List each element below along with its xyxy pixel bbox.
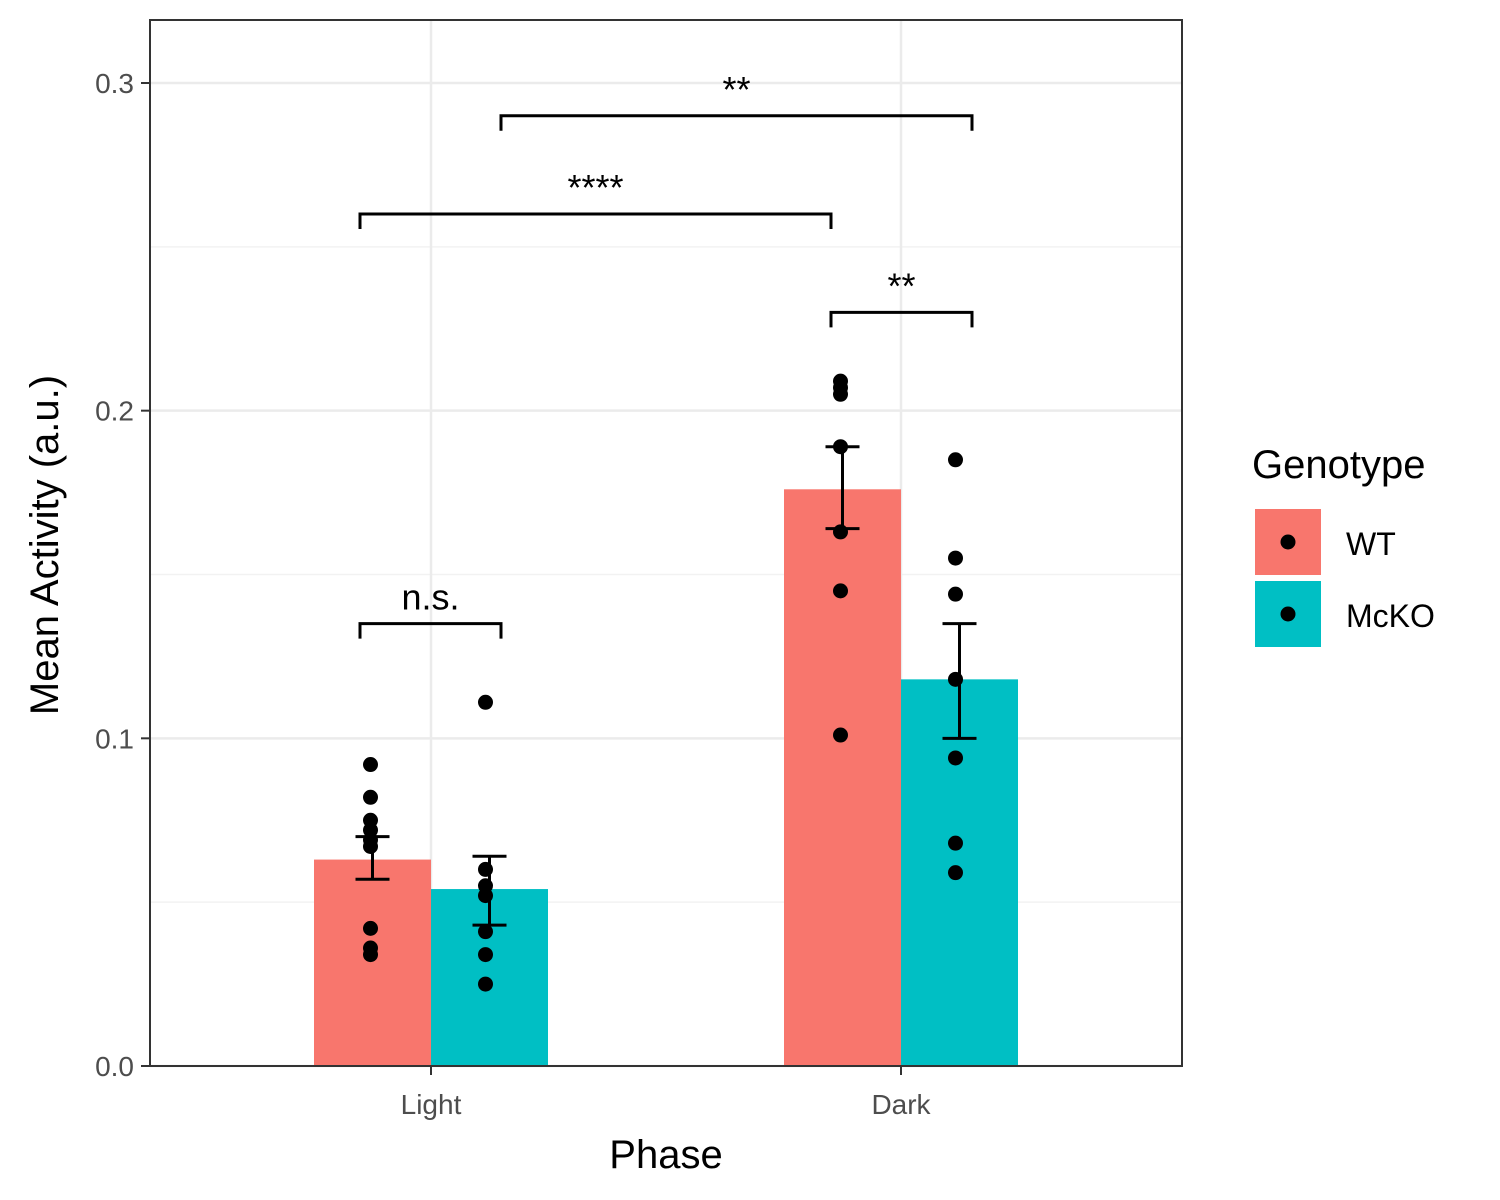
legend-title: Genotype bbox=[1252, 443, 1425, 487]
data-point bbox=[478, 947, 493, 963]
x-axis-title: Phase bbox=[609, 1133, 722, 1177]
y-axis: 0.0 0.1 0.2 0.3 bbox=[95, 68, 150, 1082]
legend-items: WT McKO bbox=[1255, 509, 1435, 647]
x-tick-label: Light bbox=[401, 1089, 462, 1120]
data-point bbox=[948, 586, 963, 602]
data-point bbox=[478, 694, 493, 710]
data-point bbox=[478, 976, 493, 992]
data-point bbox=[478, 861, 493, 877]
data-point bbox=[478, 888, 493, 904]
legend-label-McKO: McKO bbox=[1346, 598, 1435, 634]
x-axis: Light Dark bbox=[401, 1066, 932, 1120]
data-point bbox=[833, 386, 848, 402]
bars bbox=[314, 489, 1018, 1067]
y-axis-title: Mean Activity (a.u.) bbox=[23, 375, 67, 715]
data-point bbox=[833, 439, 848, 455]
significance-label: **** bbox=[567, 167, 623, 208]
y-tick-label: 0.0 bbox=[95, 1051, 134, 1082]
data-point bbox=[948, 671, 963, 687]
data-point bbox=[363, 789, 378, 805]
significance-label: ** bbox=[887, 265, 915, 306]
data-point bbox=[363, 757, 378, 773]
y-tick-label: 0.3 bbox=[95, 68, 134, 99]
significance-brackets: n.s.******** bbox=[358, 69, 974, 639]
y-tick-label: 0.2 bbox=[95, 396, 134, 427]
bar-WT-Light bbox=[314, 859, 431, 1066]
data-point bbox=[363, 947, 378, 963]
significance-bracket bbox=[829, 310, 974, 328]
data-point bbox=[948, 452, 963, 468]
x-tick-label: Dark bbox=[871, 1089, 931, 1120]
significance-label: n.s. bbox=[401, 577, 459, 618]
legend-key-point bbox=[1280, 534, 1296, 550]
significance-bracket bbox=[358, 622, 503, 639]
y-tick-label: 0.1 bbox=[95, 723, 134, 754]
data-point bbox=[948, 550, 963, 566]
data-point bbox=[833, 583, 848, 599]
data-point bbox=[478, 924, 493, 940]
legend-key-point bbox=[1280, 606, 1296, 622]
data-point bbox=[948, 835, 963, 851]
plot-panel-border bbox=[149, 19, 1183, 1067]
data-point bbox=[948, 865, 963, 881]
data-point bbox=[833, 524, 848, 540]
bar-WT-Dark bbox=[784, 489, 901, 1067]
significance-label: ** bbox=[722, 69, 750, 110]
legend-label-WT: WT bbox=[1346, 526, 1396, 562]
data-point bbox=[833, 727, 848, 743]
data-point bbox=[948, 750, 963, 766]
significance-bracket bbox=[499, 114, 974, 131]
plot-panel-background bbox=[150, 20, 1182, 1066]
data-point bbox=[363, 920, 378, 936]
data-points bbox=[363, 373, 963, 992]
legend: Genotype WT McKO bbox=[1252, 443, 1435, 647]
significance-bracket bbox=[358, 212, 833, 230]
data-point bbox=[363, 838, 378, 854]
